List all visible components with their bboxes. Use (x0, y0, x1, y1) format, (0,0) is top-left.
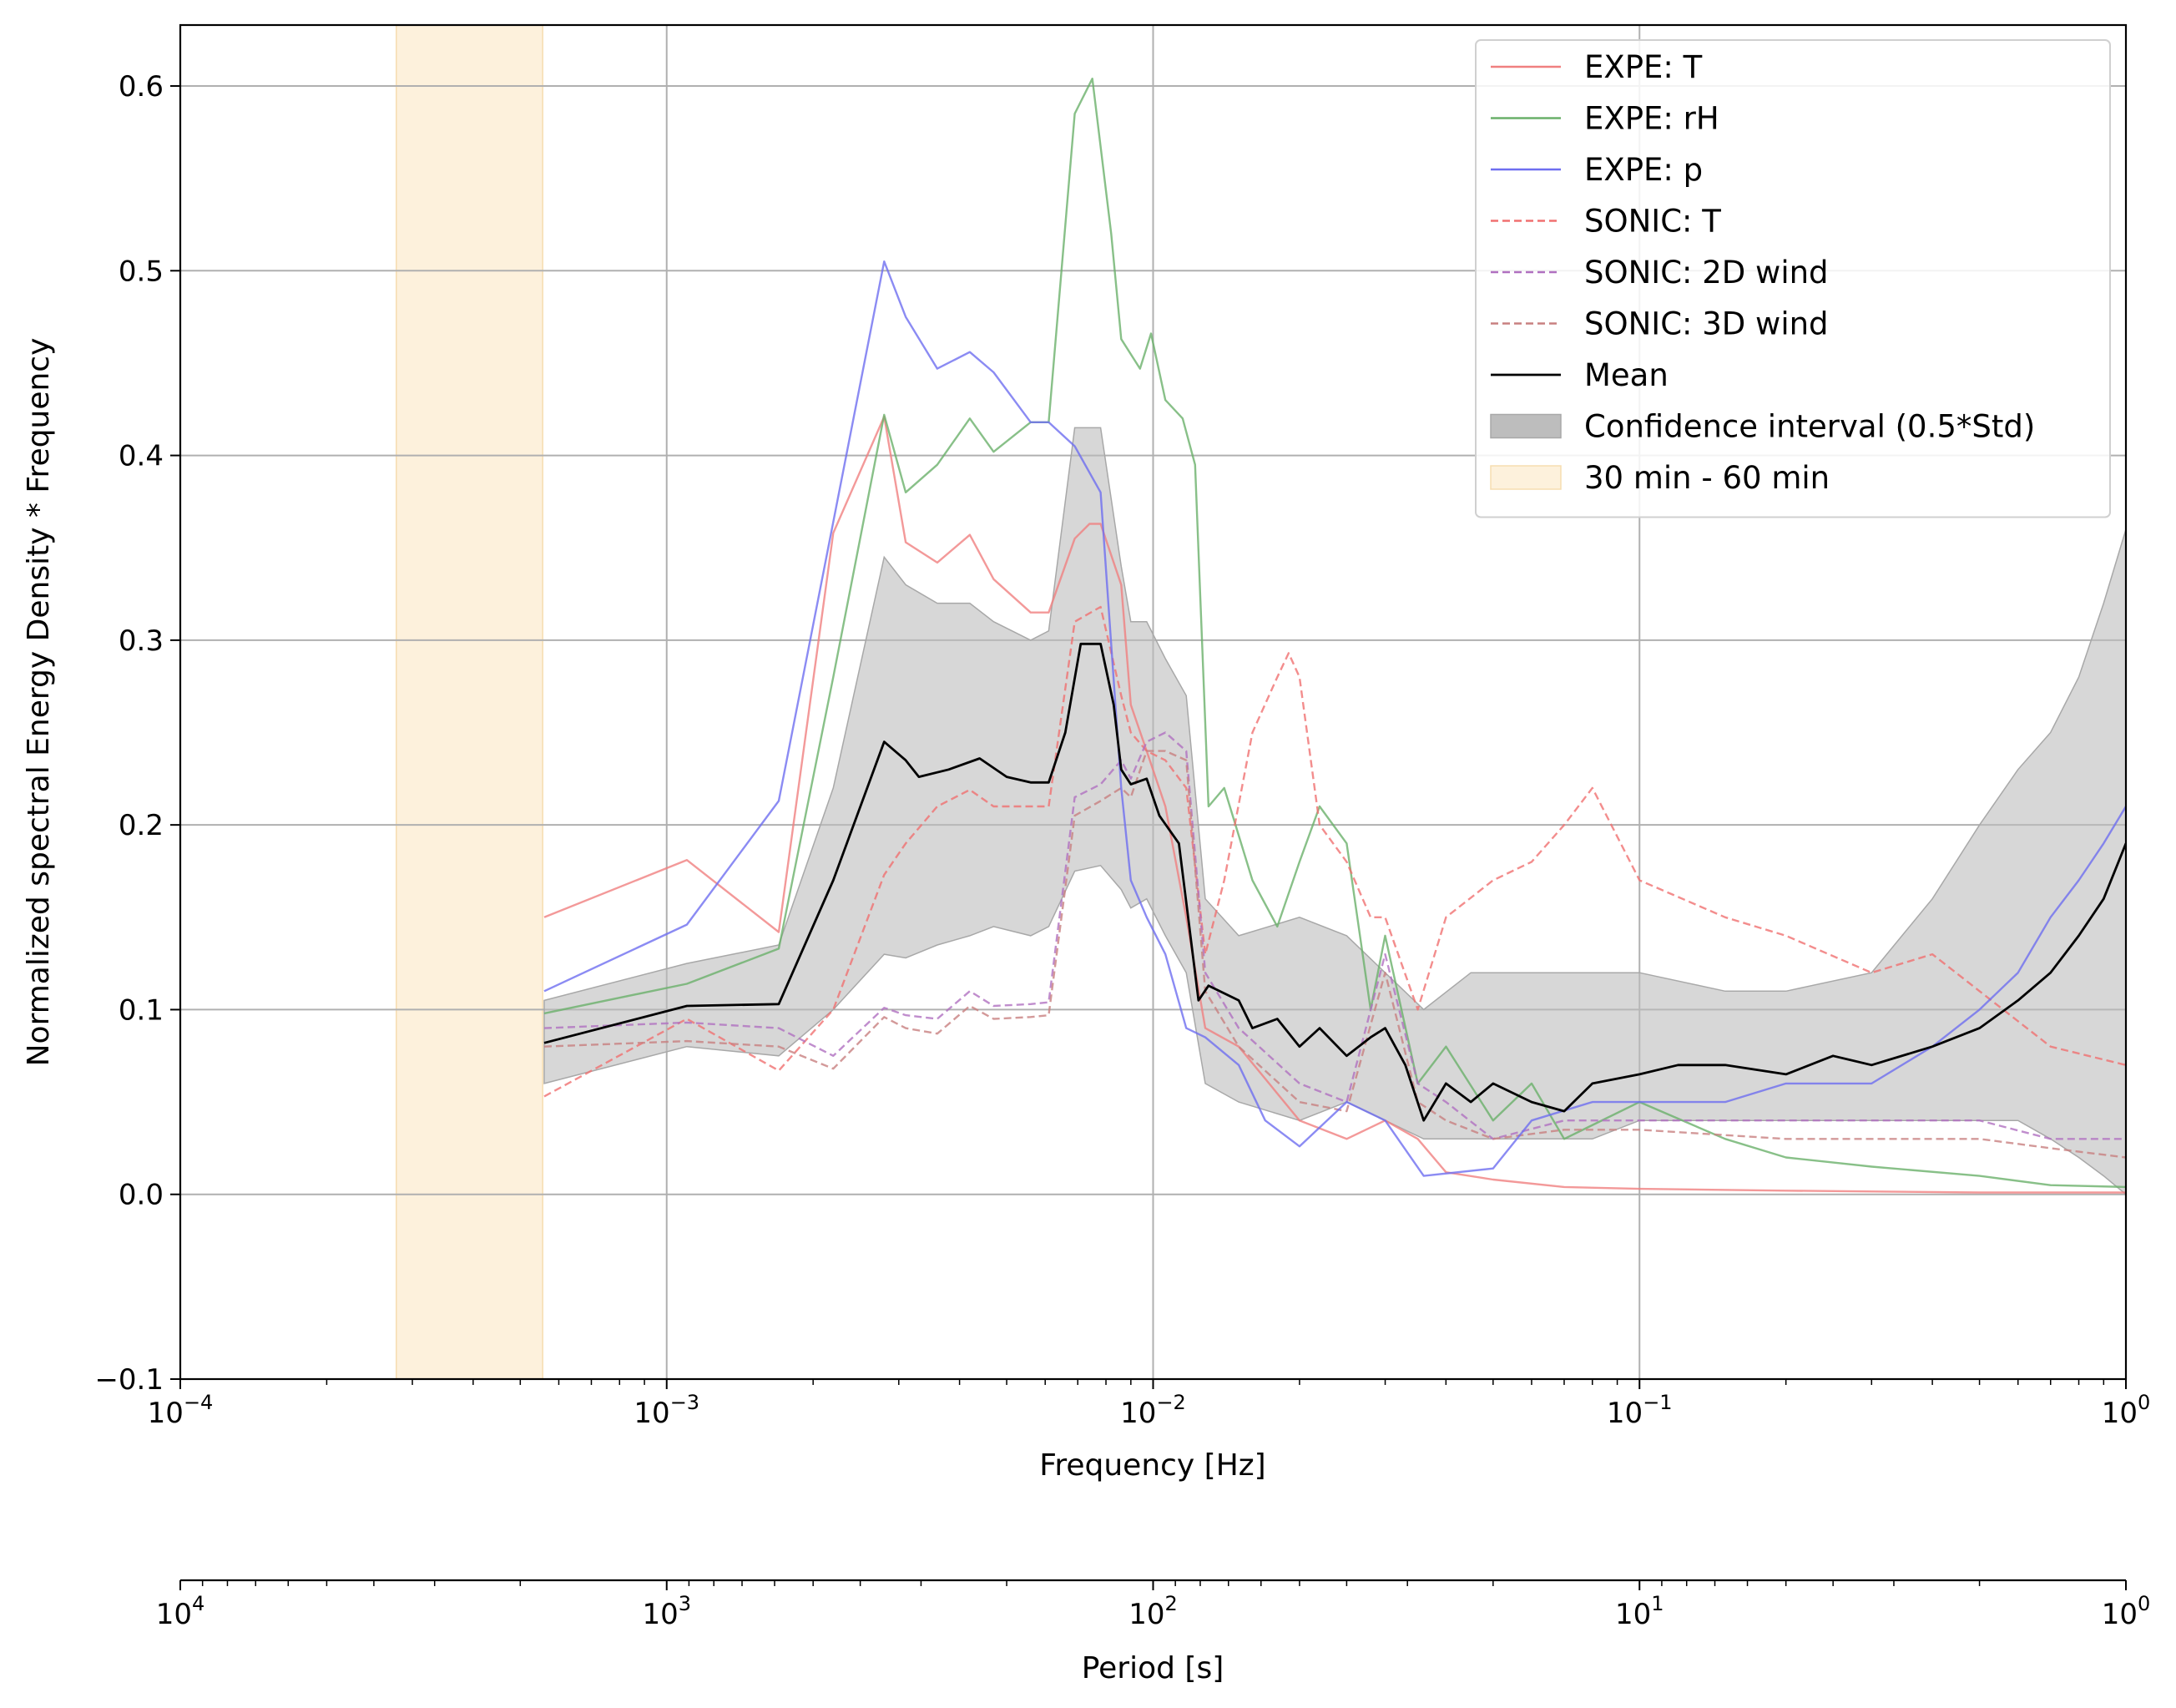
x-tick-label: 100 (2102, 1391, 2151, 1430)
legend-swatch (1490, 465, 1562, 490)
legend-label: EXPE: T (1584, 49, 1703, 85)
legend: EXPE: T EXPE: rH EXPE: p SONIC: T SONIC: 2D … (1475, 39, 2111, 518)
confidence-band-area (543, 427, 2126, 1195)
legend-label: SONIC: 2D wind (1584, 255, 1829, 291)
y-tick-label: −0.1 (94, 1363, 164, 1397)
y-tick-label: 0.5 (119, 255, 164, 288)
y-tick-label: 0.2 (119, 809, 164, 842)
shaded-band (396, 25, 543, 1379)
legend-label: EXPE: p (1584, 152, 1703, 188)
secondary-x-axis: 104 103 102 101 100 (156, 1579, 2151, 1631)
legend-label: 30 min - 60 min (1584, 460, 1830, 496)
legend-entry: Confidence interval (0.5*Std) (1490, 409, 2035, 445)
legend-box (1475, 39, 2111, 518)
x-axis: 10−4 10−3 10−2 10−1 100 (148, 1379, 2151, 1430)
legend-entry: 30 min - 60 min (1490, 460, 1830, 496)
legend-swatch (1490, 413, 1562, 439)
legend-label: Mean (1584, 357, 1669, 393)
legend-entry: Mean (1491, 357, 1669, 393)
y-axis: −0.1 0.0 0.1 0.2 0.3 0.4 0.5 0.6 (94, 70, 180, 1397)
legend-entry: EXPE: rH (1491, 101, 1719, 137)
legend-entry: SONIC: 3D wind (1491, 306, 1829, 342)
legend-entry: EXPE: p (1491, 152, 1703, 188)
y-tick-label: 0.4 (119, 440, 164, 473)
x-tick-label: 10−4 (148, 1391, 214, 1430)
plot-area (179, 23, 2128, 1381)
secondary-x-axis-label: Period [s] (1082, 1651, 1224, 1685)
series-line-expe-p (543, 260, 2126, 1177)
secondary-tick-label: 104 (156, 1592, 205, 1631)
secondary-tick-label: 102 (1128, 1592, 1178, 1631)
series-line-sonic-2d-wind (543, 731, 2126, 1140)
shaded-band-rect (396, 25, 543, 1379)
series-line-sonic-t (543, 605, 2126, 1098)
secondary-tick-label: 100 (2102, 1592, 2151, 1631)
legend-entry: SONIC: T (1491, 204, 1721, 240)
y-tick-label: 0.6 (119, 70, 164, 104)
legend-label: EXPE: rH (1584, 101, 1719, 137)
series-line-sonic-3d-wind (543, 750, 2126, 1159)
series-line-expe-rh (543, 78, 2126, 1189)
y-tick-label: 0.1 (119, 993, 164, 1027)
x-axis-label: Frequency [Hz] (1039, 1448, 1265, 1483)
x-tick-label: 10−1 (1607, 1391, 1673, 1430)
series-line-expe-t (543, 415, 2126, 1194)
legend-entry: SONIC: 2D wind (1491, 255, 1829, 291)
legend-entry: EXPE: T (1491, 49, 1703, 85)
x-tick-label: 10−3 (634, 1391, 699, 1430)
legend-label: Confidence interval (0.5*Std) (1584, 409, 2035, 445)
series-lines (543, 78, 2126, 1194)
secondary-tick-label: 101 (1615, 1592, 1664, 1631)
y-tick-label: 0.3 (119, 624, 164, 658)
y-tick-label: 0.0 (119, 1179, 164, 1212)
series-line-mean (543, 642, 2126, 1122)
secondary-tick-label: 103 (642, 1592, 691, 1631)
x-tick-label: 10−2 (1120, 1391, 1186, 1430)
legend-label: SONIC: T (1584, 204, 1721, 240)
y-axis-label: Normalized spectral Energy Density * Fre… (22, 338, 56, 1067)
confidence-band (543, 427, 2126, 1195)
legend-label: SONIC: 3D wind (1584, 306, 1829, 342)
